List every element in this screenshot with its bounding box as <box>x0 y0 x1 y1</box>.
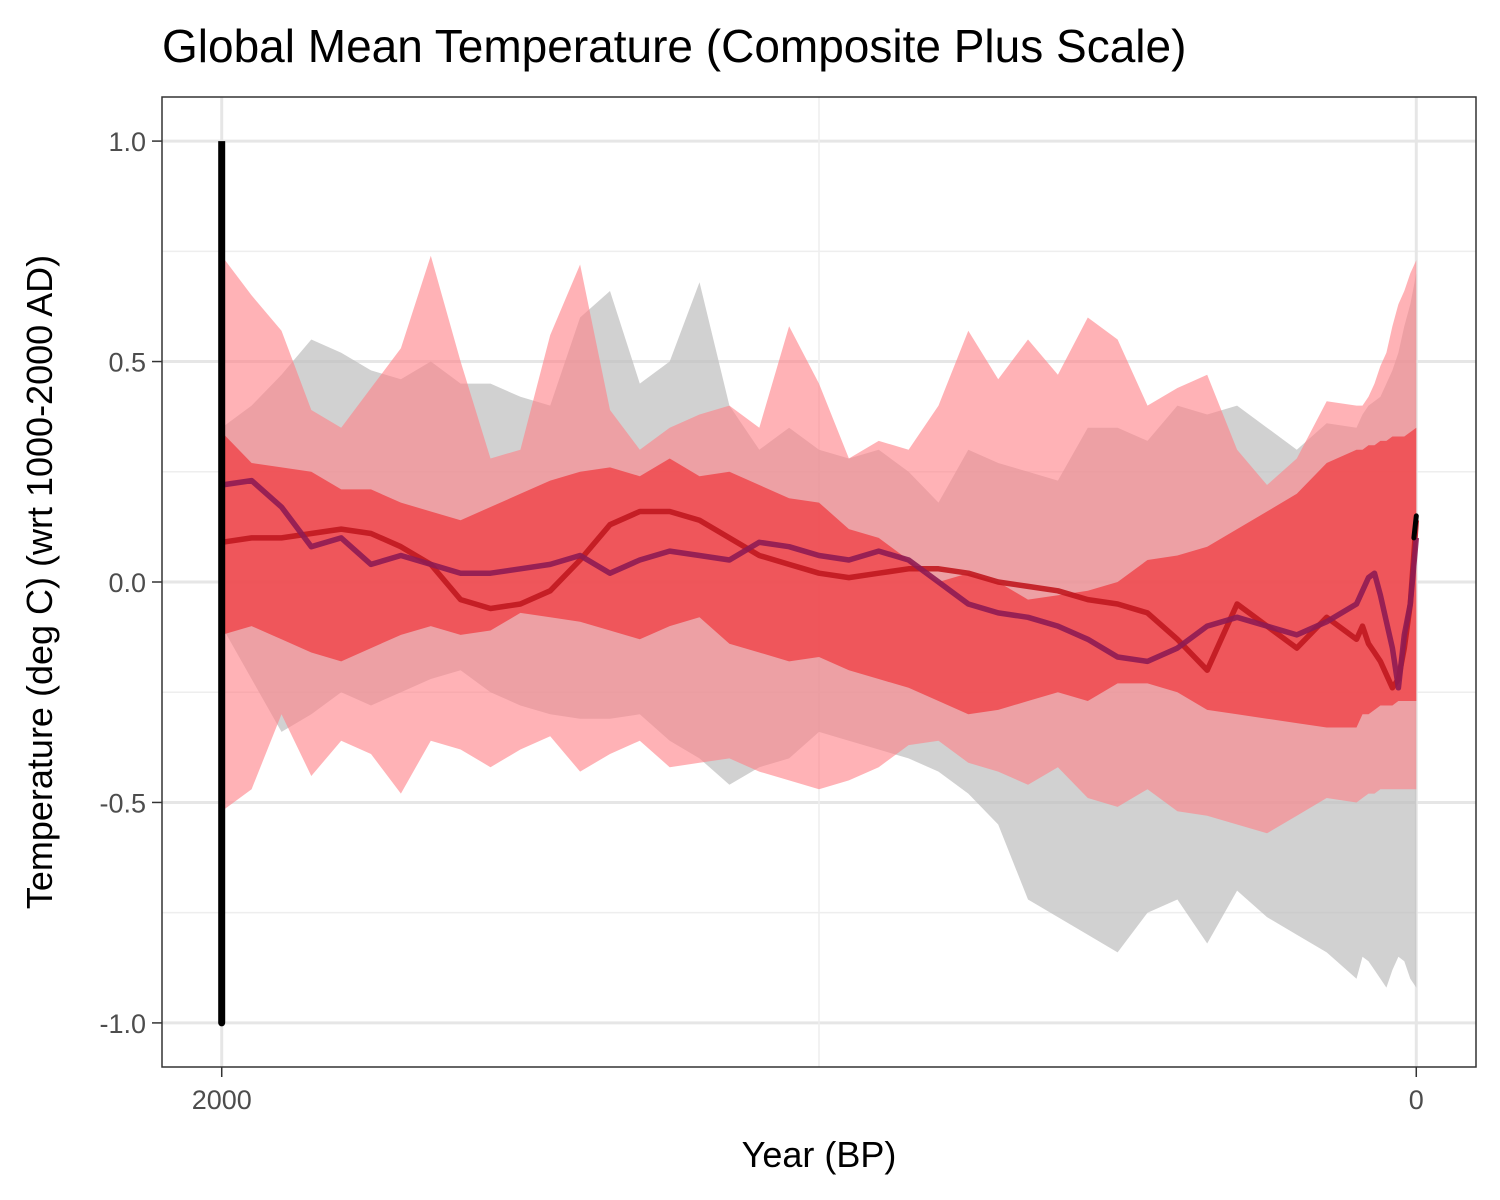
x-tick-label-1: 0 <box>1409 1085 1424 1115</box>
y-tick-label-0: 1.0 <box>108 127 146 157</box>
red-line <box>221 508 1420 691</box>
x-tick-label-0: 2000 <box>192 1085 252 1115</box>
x-axis-title: Year (BP) <box>742 1134 897 1175</box>
y-tick-label-3: -0.5 <box>99 788 146 818</box>
inner-band <box>221 427 1417 728</box>
purple-line <box>221 477 1420 691</box>
x-axis: 2000 0 <box>192 1067 1424 1115</box>
chart-title: Global Mean Temperature (Composite Plus … <box>162 20 1186 72</box>
y-axis-title: Temperature (deg C) (wrt 1000-2000 AD) <box>19 255 60 909</box>
y-axis: 1.0 0.5 0.0 -0.5 -1.0 <box>99 127 162 1039</box>
y-tick-label-2: 0.0 <box>108 568 146 598</box>
lines <box>218 141 1420 1027</box>
y-tick-label-1: 0.5 <box>108 348 146 378</box>
y-tick-label-4: -1.0 <box>99 1009 146 1039</box>
bands <box>221 255 1417 988</box>
black-line-end <box>1411 513 1419 541</box>
